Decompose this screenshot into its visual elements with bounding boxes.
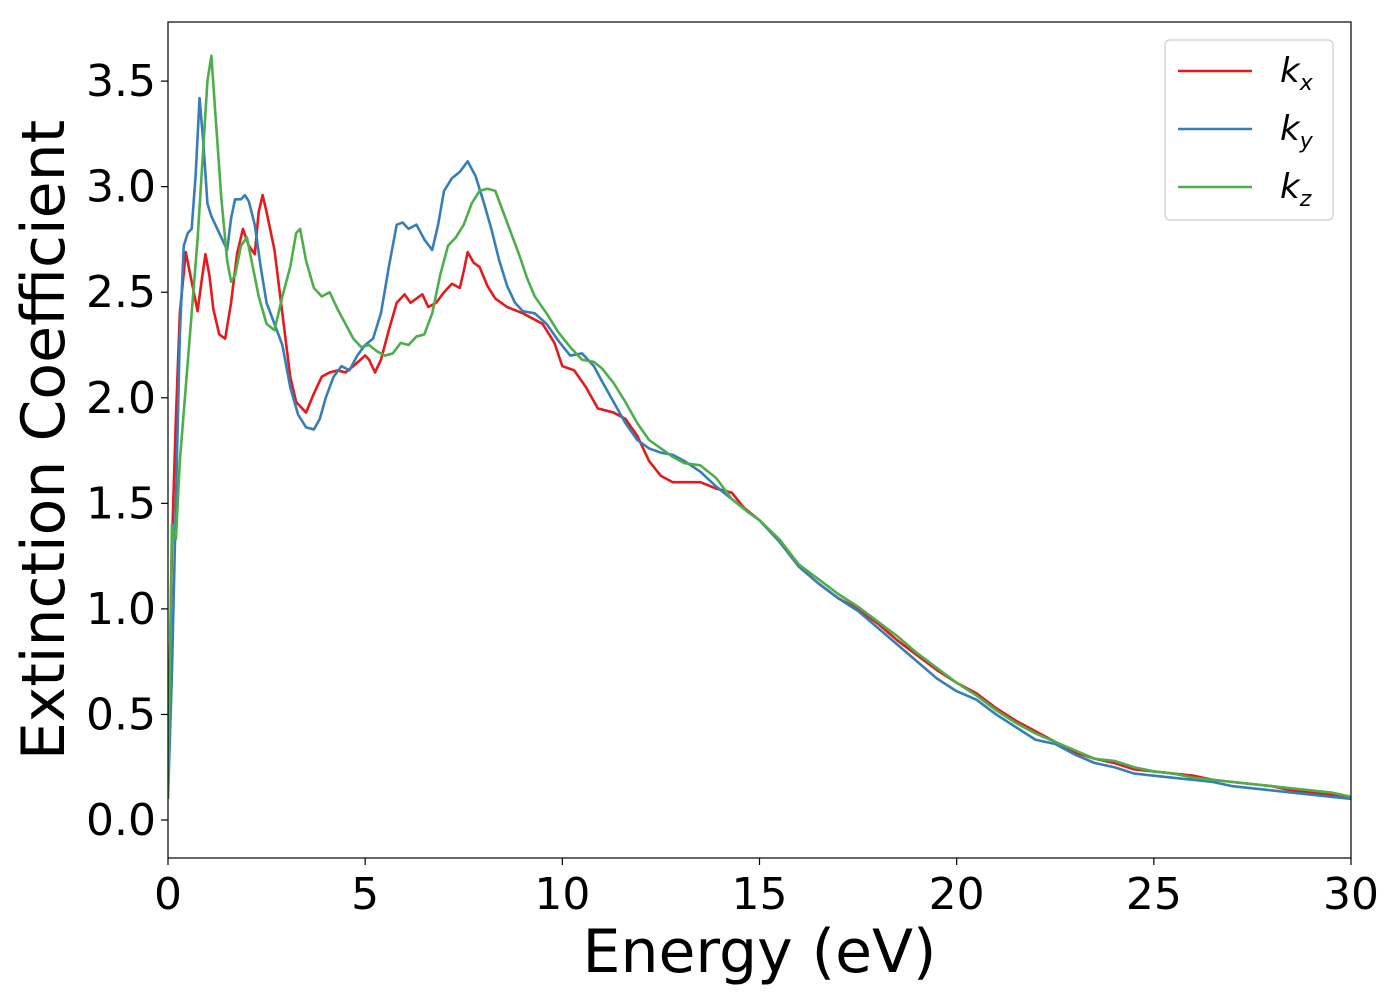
legend-label-subscript: z bbox=[1299, 187, 1312, 212]
y-tick-label: 3.5 bbox=[86, 56, 156, 107]
y-tick-label: 1.0 bbox=[86, 584, 156, 635]
series-line-k-z bbox=[168, 54, 1351, 799]
legend-label-main: k bbox=[1280, 51, 1301, 91]
y-tick-label: 3.0 bbox=[86, 162, 156, 213]
x-tick-label: 5 bbox=[351, 869, 379, 920]
x-tick-label: 20 bbox=[929, 869, 985, 920]
y-tick-label: 2.5 bbox=[86, 267, 156, 318]
y-axis: 0.0 0.5 1.0 1.5 2.0 2.5 3.0 3.5 bbox=[86, 56, 168, 846]
legend-label-main: k bbox=[1280, 167, 1301, 207]
legend-label-k-y: ky bbox=[1280, 109, 1314, 154]
x-tick-label: 10 bbox=[534, 869, 590, 920]
legend-label-k-z: kz bbox=[1280, 167, 1312, 212]
y-tick-label: 0.0 bbox=[86, 795, 156, 846]
legend-label-k-x: kx bbox=[1280, 51, 1314, 96]
x-tick-label: 30 bbox=[1323, 869, 1379, 920]
legend-label-subscript: y bbox=[1299, 129, 1314, 154]
series-line-k-x bbox=[168, 193, 1351, 799]
x-tick-label: 15 bbox=[732, 869, 788, 920]
series-line-k-y bbox=[168, 96, 1351, 801]
x-axis-title: Energy (eV) bbox=[583, 917, 937, 987]
x-axis: 0 5 10 15 20 25 30 bbox=[154, 858, 1379, 920]
legend-label-main: k bbox=[1280, 109, 1301, 149]
y-axis-title: Extinction Coefficient bbox=[9, 120, 79, 760]
x-tick-label: 25 bbox=[1126, 869, 1182, 920]
y-tick-label: 0.5 bbox=[86, 689, 156, 740]
series-layer bbox=[168, 54, 1351, 801]
y-tick-label: 1.5 bbox=[86, 478, 156, 529]
legend-label-subscript: x bbox=[1299, 71, 1314, 96]
y-tick-label: 2.0 bbox=[86, 373, 156, 424]
x-tick-label: 0 bbox=[154, 869, 182, 920]
